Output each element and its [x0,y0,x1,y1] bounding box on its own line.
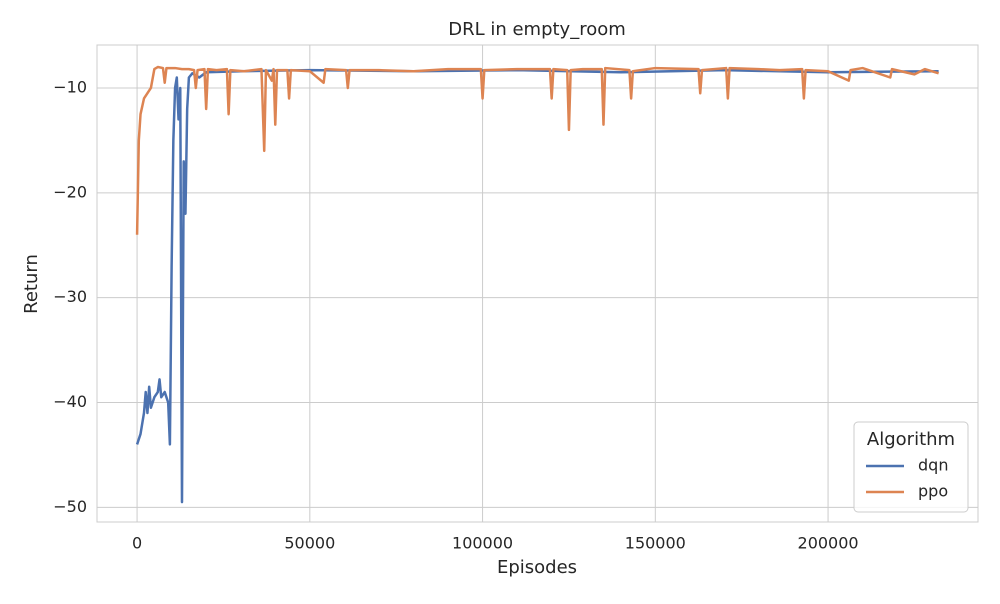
y-tick-label: −30 [53,287,87,306]
x-tick-label: 100000 [452,534,513,553]
y-tick-label: −20 [53,182,87,201]
legend-box [853,421,969,513]
data-line [135,65,939,235]
x-tick-label: 200000 [798,534,859,553]
legend-label: dqn [918,456,948,475]
x-tick-label: 0 [132,534,142,553]
x-tick-label: 50000 [284,534,335,553]
y-tick-label: −50 [53,497,87,516]
legend: Algorithm dqn ppo [853,421,969,513]
legend-label: ppo [918,482,948,501]
plot-area [96,44,979,523]
grid [97,45,978,522]
chart-title: DRL in empty_room [448,19,626,40]
y-tick-label: −10 [53,77,87,96]
legend-title: Algorithm [867,429,955,450]
y-axis-label: Return [21,254,42,314]
y-tick-label: −40 [53,392,87,411]
x-tick-label: 150000 [625,534,686,553]
x-axis-label: Episodes [497,557,577,578]
